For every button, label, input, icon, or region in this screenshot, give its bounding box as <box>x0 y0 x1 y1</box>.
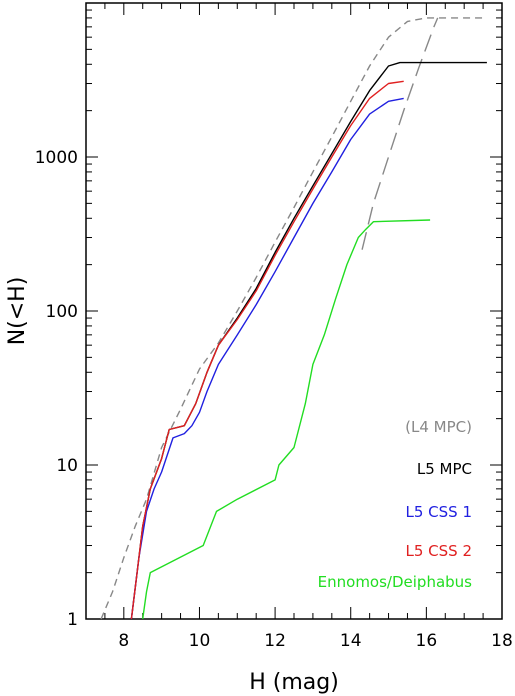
x-tick-label: 16 <box>416 631 438 651</box>
x-tick-label: 10 <box>189 631 211 651</box>
plot-frame <box>85 2 503 620</box>
series-line-3 <box>130 97 404 620</box>
legend-l4-mpc: (L4 MPC) <box>405 418 472 436</box>
y-tick-label: 100 <box>46 302 78 322</box>
y-tick-label: 10 <box>56 456 78 476</box>
series-line-4 <box>130 80 404 620</box>
series-line-2 <box>130 61 487 620</box>
legend-l5-mpc: L5 MPC <box>417 460 472 478</box>
y-axis-title: N(<H) <box>5 277 30 346</box>
series-line-5 <box>142 219 431 620</box>
series-line-1 <box>361 17 439 250</box>
legend-ennomos: Ennomos/Deiphabus <box>318 573 473 591</box>
axis-ticks: 8 10 12 14 16 18 1 10 100 1000 <box>35 3 513 651</box>
series-line-0 <box>100 17 484 620</box>
x-tick-label: 8 <box>118 631 129 651</box>
x-tick-label: 18 <box>491 631 513 651</box>
legend-l5-css1: L5 CSS 1 <box>406 503 473 521</box>
legend-l5-css2: L5 CSS 2 <box>406 542 473 560</box>
x-tick-label: 14 <box>340 631 362 651</box>
x-tick-label: 12 <box>264 631 286 651</box>
series-layer <box>100 17 487 620</box>
y-tick-label: 1 <box>67 610 78 630</box>
x-axis-title: H (mag) <box>249 670 339 695</box>
y-tick-label: 1000 <box>35 148 78 168</box>
legend: (L4 MPC) L5 MPC L5 CSS 1 L5 CSS 2 Ennomo… <box>318 418 473 591</box>
